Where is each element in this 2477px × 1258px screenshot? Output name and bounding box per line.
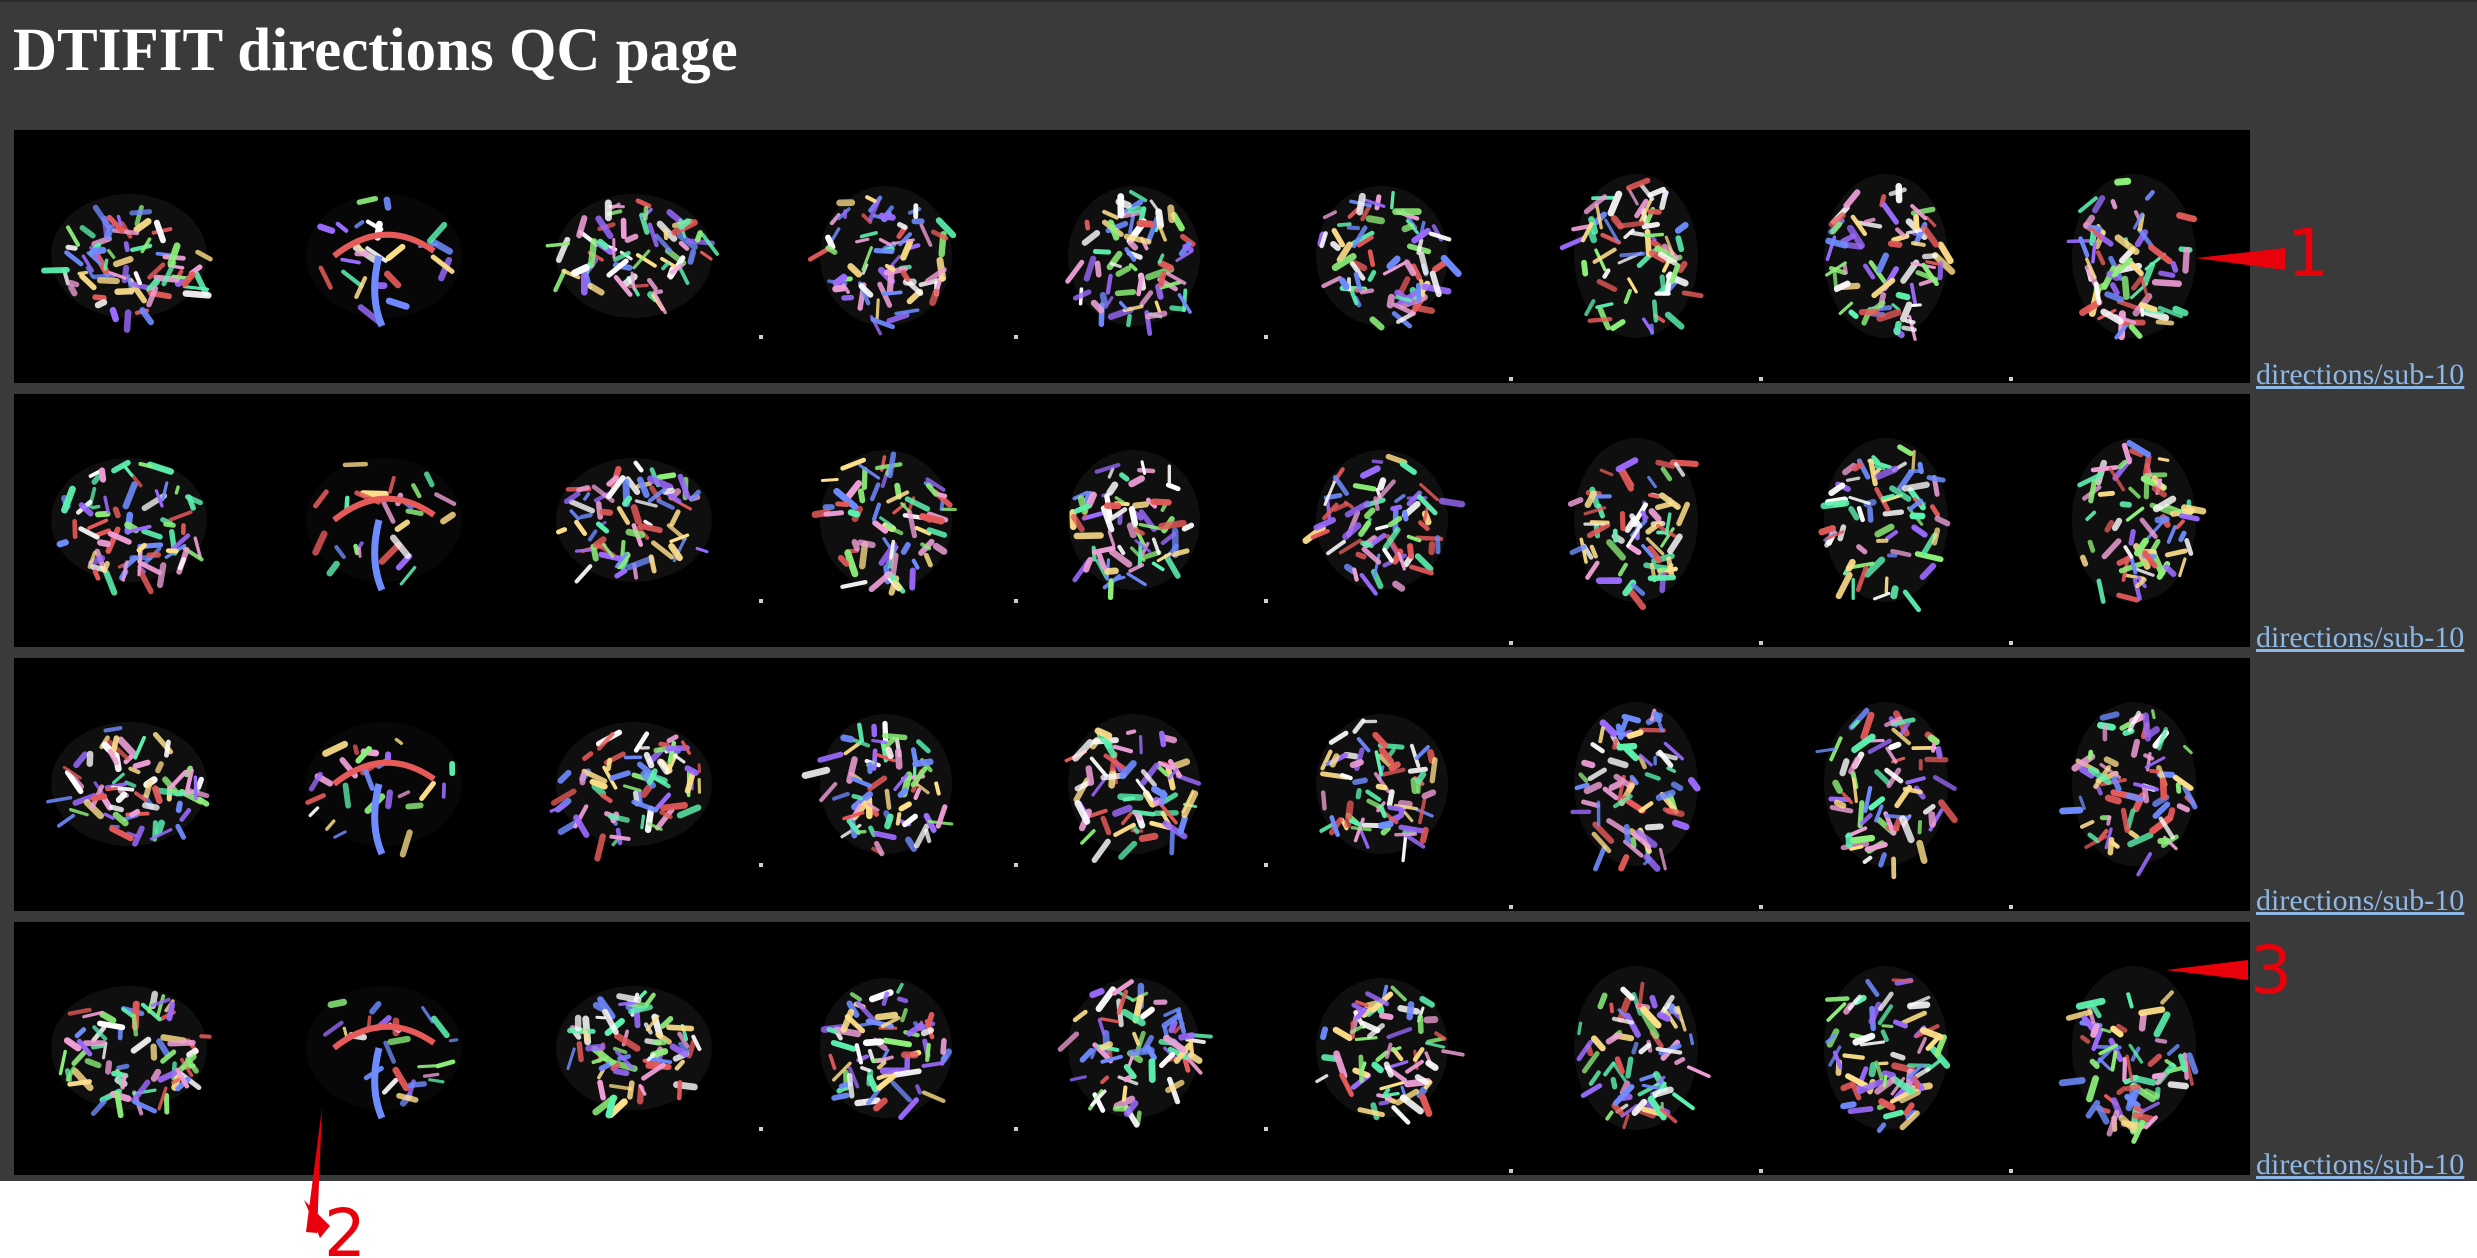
qc-page-background: DTIFIT directions QC page directions/sub… [0,0,2477,1181]
slice-marker-dot [759,863,763,867]
coronal-slice-5 [1068,450,1200,601]
slice-marker-dot [1509,641,1513,645]
row-link-3[interactable]: directions/sub-10 [2256,884,2465,917]
coronal-slice-4 [801,714,954,857]
sagittal-slice-3 [549,722,712,862]
axial-slice-7 [1559,174,1704,338]
coronal-slice-5 [1065,186,1200,336]
slice-marker-dot [1014,599,1018,603]
qc-row-image-4 [14,922,2250,1175]
slice-marker-dot [1014,1127,1018,1131]
axial-slice-7 [1567,438,1699,611]
axial-slice-9 [2058,966,2199,1144]
coronal-slice-6 [1316,714,1448,863]
slice-marker-dot [1509,905,1513,909]
axial-slice-9 [2072,438,2207,604]
axial-slice-7 [1574,966,1711,1130]
row-link-1[interactable]: directions/sub-10 [2256,358,2465,391]
sagittal-slice-1 [46,722,210,847]
slice-marker-dot [1759,641,1763,645]
coronal-slice-6 [1316,186,1462,331]
axial-slice-8 [1824,966,1951,1134]
coronal-slice-4 [807,186,957,336]
axial-slice-9 [2066,174,2198,341]
slice-marker-dot [1014,335,1018,339]
slices-svg [41,174,2198,381]
slice-marker-dot [2009,1169,2013,1173]
slice-marker-dot [1264,335,1268,339]
slice-marker-dot [1014,863,1018,867]
axial-slice-8 [1824,174,1956,341]
slice-marker-dot [1509,1169,1513,1173]
axial-slice-8 [1818,438,1951,613]
annotation-arrowhead-2 [304,1200,330,1238]
sagittal-slice-2 [306,458,462,592]
sagittal-slice-2 [306,986,462,1120]
qc-row-image-2 [14,394,2250,647]
axial-slice-8 [1815,702,1958,880]
sagittal-slice-1 [41,194,213,333]
slice-marker-dot [759,335,763,339]
coronal-slice-4 [811,450,957,596]
slice-marker-dot [2009,905,2013,909]
slice-marker-dot [1264,1127,1268,1131]
coronal-slice-5 [1064,714,1202,863]
slice-marker-dot [1759,1169,1763,1173]
slice-marker-dot [759,599,763,603]
qc-row-image-1 [14,130,2250,383]
slice-marker-dot [759,1127,763,1131]
sagittal-slice-2 [306,194,462,328]
slices-svg [51,438,2207,645]
coronal-slice-5 [1057,978,1213,1128]
slice-marker-dot [2009,377,2013,381]
sagittal-slice-1 [51,458,207,596]
qc-row-image-3 [14,658,2250,911]
slice-marker-dot [1509,377,1513,381]
axial-slice-9 [2059,702,2198,877]
sagittal-slice-1 [51,986,212,1119]
slice-marker-dot [2009,641,2013,645]
coronal-slice-6 [1315,978,1465,1125]
slice-marker-dot [1264,599,1268,603]
sagittal-slice-2 [305,722,462,858]
annotation-label-2: 2 [324,1195,366,1258]
coronal-slice-6 [1302,450,1466,596]
sagittal-slice-3 [556,458,712,584]
sagittal-slice-3 [556,986,712,1119]
sagittal-slice-3 [545,194,719,318]
row-link-2[interactable]: directions/sub-10 [2256,621,2465,654]
slices-svg [46,702,2198,909]
row-link-4[interactable]: directions/sub-10 [2256,1148,2465,1181]
axial-slice-7 [1570,702,1701,872]
slice-marker-dot [1264,863,1268,867]
coronal-slice-4 [820,978,952,1121]
slice-marker-dot [1759,905,1763,909]
slices-svg [51,966,2199,1173]
slice-marker-dot [1759,377,1763,381]
page-title: DTIFIT directions QC page [13,17,738,84]
